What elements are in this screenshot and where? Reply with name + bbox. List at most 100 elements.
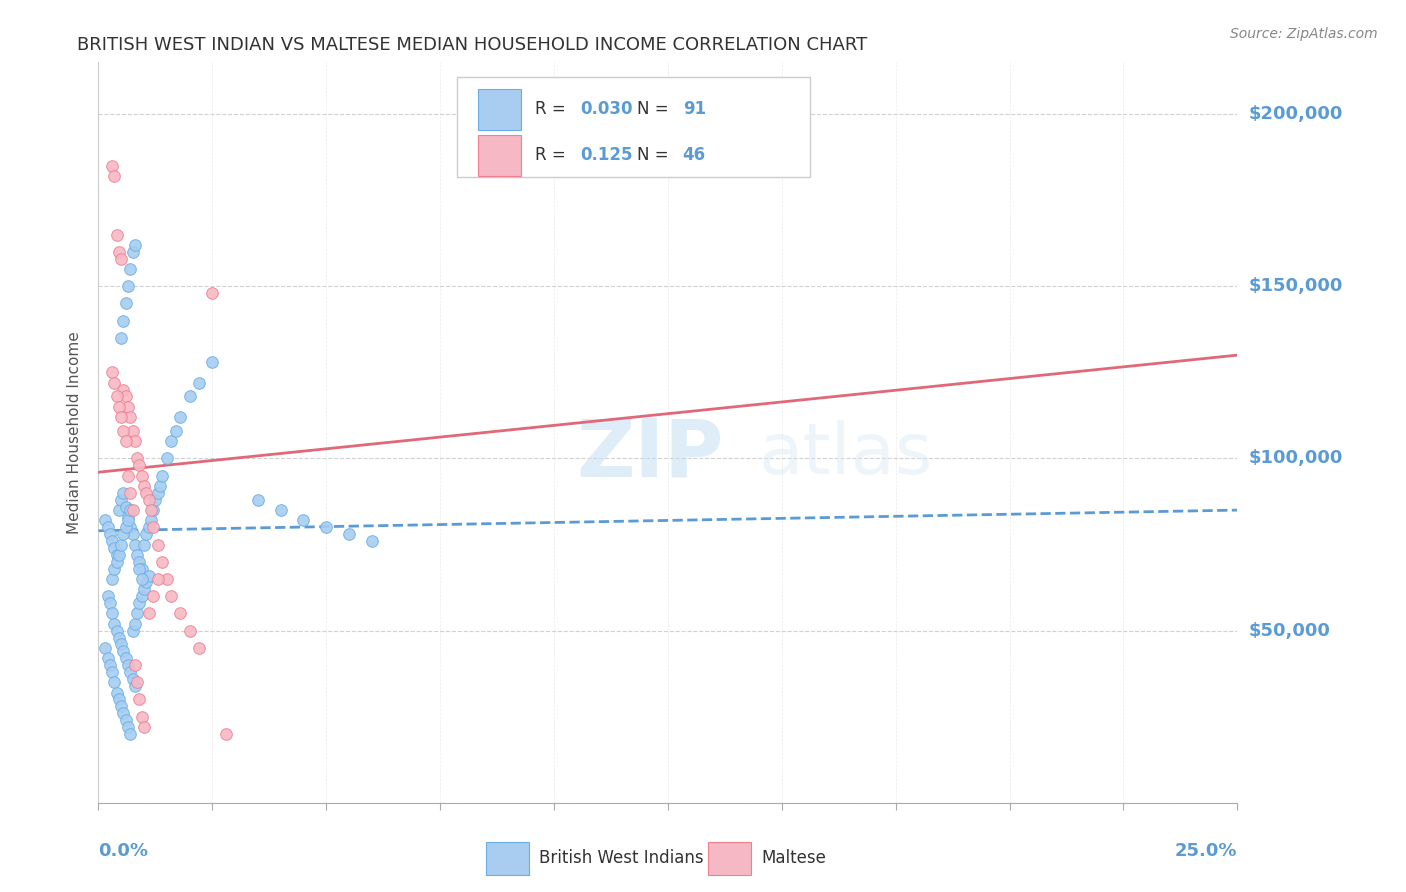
Point bbox=[127, 451, 149, 466]
Point bbox=[132, 537, 155, 551]
Point bbox=[101, 665, 124, 679]
Point bbox=[98, 596, 121, 610]
Point bbox=[101, 159, 124, 173]
Point bbox=[110, 637, 132, 651]
Point bbox=[121, 424, 143, 438]
Point bbox=[121, 503, 143, 517]
Point bbox=[112, 486, 135, 500]
Point bbox=[105, 548, 128, 562]
Point bbox=[108, 631, 131, 645]
Point bbox=[315, 520, 337, 534]
Point bbox=[246, 492, 269, 507]
Point bbox=[179, 624, 201, 638]
Point bbox=[142, 503, 165, 517]
Text: 46: 46 bbox=[683, 146, 706, 164]
Point bbox=[114, 434, 136, 449]
Point bbox=[112, 424, 135, 438]
Text: $150,000: $150,000 bbox=[1249, 277, 1343, 295]
Point bbox=[114, 389, 136, 403]
Point bbox=[156, 572, 179, 586]
Point bbox=[292, 513, 315, 527]
Point bbox=[128, 561, 150, 575]
Point bbox=[124, 679, 146, 693]
Text: $50,000: $50,000 bbox=[1249, 622, 1330, 640]
Point bbox=[156, 451, 179, 466]
Text: R =: R = bbox=[534, 146, 571, 164]
Point bbox=[139, 503, 162, 517]
Point bbox=[132, 720, 155, 734]
Point bbox=[139, 513, 162, 527]
Point bbox=[127, 548, 149, 562]
Point bbox=[108, 400, 131, 414]
Point bbox=[120, 486, 142, 500]
Point bbox=[108, 548, 131, 562]
Point bbox=[360, 534, 382, 549]
Point bbox=[201, 286, 224, 301]
Point bbox=[121, 672, 143, 686]
Point bbox=[117, 658, 139, 673]
Text: 0.125: 0.125 bbox=[581, 146, 633, 164]
Point bbox=[337, 527, 360, 541]
Text: R =: R = bbox=[534, 100, 571, 119]
Point bbox=[103, 376, 125, 390]
Point bbox=[124, 537, 146, 551]
Point bbox=[131, 572, 153, 586]
Point bbox=[101, 607, 124, 621]
Point bbox=[165, 424, 187, 438]
Text: 0.030: 0.030 bbox=[581, 100, 633, 119]
Point bbox=[117, 468, 139, 483]
Point bbox=[110, 699, 132, 714]
Text: atlas: atlas bbox=[759, 420, 934, 490]
Point bbox=[131, 589, 153, 603]
Point bbox=[112, 527, 135, 541]
Point bbox=[114, 500, 136, 514]
Point bbox=[160, 589, 183, 603]
Point bbox=[127, 607, 149, 621]
Point bbox=[128, 458, 150, 473]
Point bbox=[101, 365, 124, 379]
Point bbox=[117, 279, 139, 293]
Text: Maltese: Maltese bbox=[761, 849, 827, 867]
Point bbox=[135, 527, 157, 541]
Point bbox=[101, 534, 124, 549]
Point bbox=[160, 434, 183, 449]
Text: 0.0%: 0.0% bbox=[98, 842, 149, 860]
Point bbox=[128, 692, 150, 706]
Point bbox=[108, 503, 131, 517]
Point bbox=[215, 727, 238, 741]
Point bbox=[124, 616, 146, 631]
Text: Source: ZipAtlas.com: Source: ZipAtlas.com bbox=[1230, 27, 1378, 41]
Point bbox=[114, 651, 136, 665]
Point bbox=[128, 555, 150, 569]
FancyBboxPatch shape bbox=[457, 78, 810, 178]
Point bbox=[110, 492, 132, 507]
Point bbox=[105, 685, 128, 699]
Point bbox=[132, 582, 155, 597]
Point bbox=[112, 644, 135, 658]
Point bbox=[98, 658, 121, 673]
Point bbox=[114, 520, 136, 534]
Point bbox=[179, 389, 201, 403]
Text: N =: N = bbox=[637, 100, 673, 119]
Point bbox=[117, 513, 139, 527]
Point bbox=[187, 640, 209, 655]
Point bbox=[114, 713, 136, 727]
Point bbox=[127, 675, 149, 690]
Point bbox=[131, 561, 153, 575]
Point bbox=[103, 169, 125, 183]
Point bbox=[138, 492, 160, 507]
Point bbox=[105, 389, 128, 403]
Point bbox=[108, 692, 131, 706]
Point bbox=[94, 640, 117, 655]
Point bbox=[121, 244, 143, 259]
Point bbox=[112, 314, 135, 328]
Point bbox=[124, 238, 146, 252]
Point bbox=[114, 296, 136, 310]
Text: 91: 91 bbox=[683, 100, 706, 119]
Point bbox=[121, 624, 143, 638]
Point bbox=[146, 572, 169, 586]
Text: ZIP: ZIP bbox=[576, 416, 724, 494]
Point bbox=[120, 665, 142, 679]
Point bbox=[201, 355, 224, 369]
Text: $100,000: $100,000 bbox=[1249, 450, 1343, 467]
